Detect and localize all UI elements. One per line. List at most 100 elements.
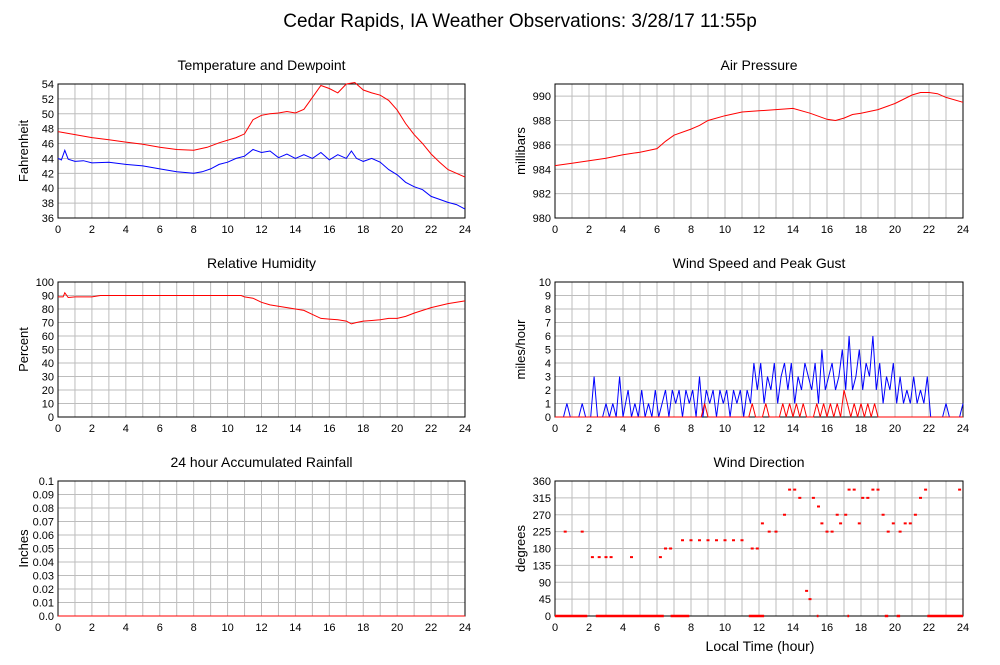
data-point bbox=[835, 513, 839, 516]
y-tick-label: 6 bbox=[545, 331, 551, 343]
plot-border bbox=[554, 83, 964, 219]
panel-title: Wind Direction bbox=[713, 454, 804, 470]
data-point bbox=[903, 522, 907, 525]
x-tick-label: 24 bbox=[957, 423, 969, 435]
x-tick-label: 6 bbox=[157, 423, 163, 435]
y-tick-label: 980 bbox=[533, 213, 551, 225]
panel-title: Relative Humidity bbox=[207, 255, 316, 271]
x-tick-label: 22 bbox=[923, 224, 935, 236]
x-tick-label: 4 bbox=[123, 622, 129, 634]
panel-title: 24 hour Accumulated Rainfall bbox=[170, 454, 352, 470]
x-tick-label: 12 bbox=[753, 423, 765, 435]
data-point bbox=[805, 589, 809, 592]
x-tick-label: 14 bbox=[787, 423, 799, 435]
x-tick-label: 8 bbox=[191, 622, 197, 634]
data-point bbox=[715, 539, 718, 542]
data-point bbox=[898, 530, 902, 533]
x-tick-label: 6 bbox=[157, 622, 163, 634]
x-tick-label: 20 bbox=[391, 423, 403, 435]
data-point bbox=[774, 530, 778, 533]
x-tick-label: 14 bbox=[289, 224, 301, 236]
x-tick-label: 0 bbox=[55, 423, 61, 435]
data-point bbox=[793, 488, 797, 491]
x-tick-label: 14 bbox=[289, 423, 301, 435]
x-tick-label: 20 bbox=[889, 622, 901, 634]
x-tick-label: 12 bbox=[753, 224, 765, 236]
x-tick-label: 24 bbox=[459, 224, 471, 236]
data-point bbox=[609, 556, 613, 559]
x-tick-label: 18 bbox=[357, 224, 369, 236]
data-point bbox=[808, 598, 812, 601]
x-tick-label: 0 bbox=[552, 423, 558, 435]
y-tick-label: 10 bbox=[42, 399, 54, 411]
x-tick-label: 4 bbox=[123, 423, 129, 435]
data-point bbox=[881, 513, 885, 516]
y-tick-label: 20 bbox=[42, 385, 54, 397]
data-point bbox=[681, 539, 684, 542]
data-point bbox=[750, 547, 754, 550]
x-tick-label: 14 bbox=[787, 622, 799, 634]
y-tick-label: 50 bbox=[42, 109, 54, 121]
x-tick-label: 0 bbox=[55, 622, 61, 634]
y-axis-label: Percent bbox=[16, 327, 31, 372]
x-tick-label: 10 bbox=[221, 224, 233, 236]
y-tick-label: 0.02 bbox=[33, 584, 54, 596]
x-tick-label: 2 bbox=[586, 224, 592, 236]
x-tick-label: 16 bbox=[821, 224, 833, 236]
y-tick-label: 40 bbox=[42, 358, 54, 370]
y-tick-label: 315 bbox=[533, 493, 551, 505]
data-point bbox=[847, 488, 851, 491]
x-tick-label: 22 bbox=[425, 423, 437, 435]
x-tick-label: 18 bbox=[855, 423, 867, 435]
x-tick-label: 12 bbox=[255, 622, 267, 634]
x-tick-label: 10 bbox=[719, 224, 731, 236]
x-tick-label: 16 bbox=[323, 224, 335, 236]
x-tick-label: 22 bbox=[923, 423, 935, 435]
x-tick-label: 8 bbox=[688, 622, 694, 634]
y-tick-label: 44 bbox=[42, 153, 54, 165]
y-tick-label: 0.03 bbox=[33, 571, 54, 583]
y-tick-label: 0.0 bbox=[39, 611, 54, 623]
y-axis-label: degrees bbox=[513, 525, 528, 572]
x-tick-label: 6 bbox=[157, 224, 163, 236]
data-point bbox=[861, 496, 865, 499]
data-point bbox=[811, 496, 815, 499]
x-tick-label: 10 bbox=[221, 622, 233, 634]
x-tick-label: 18 bbox=[855, 224, 867, 236]
data-point bbox=[844, 513, 848, 516]
x-tick-label: 16 bbox=[821, 622, 833, 634]
y-axis-label: millibars bbox=[513, 127, 528, 175]
data-point bbox=[590, 556, 594, 559]
y-tick-label: 80 bbox=[42, 304, 54, 316]
x-tick-label: 2 bbox=[586, 423, 592, 435]
data-point bbox=[839, 522, 843, 525]
x-tick-label: 12 bbox=[255, 423, 267, 435]
y-tick-label: 0 bbox=[545, 412, 551, 424]
y-tick-label: 0.08 bbox=[33, 503, 54, 515]
y-tick-label: 60 bbox=[42, 331, 54, 343]
y-axis-label: Fahrenheit bbox=[16, 120, 31, 183]
x-tick-label: 24 bbox=[957, 224, 969, 236]
x-tick-label: 6 bbox=[654, 423, 660, 435]
y-tick-label: 38 bbox=[42, 198, 54, 210]
y-tick-label: 270 bbox=[533, 510, 551, 522]
shared-xlabel: Local Time (hour) bbox=[706, 638, 815, 654]
y-tick-label: 2 bbox=[545, 385, 551, 397]
x-tick-label: 10 bbox=[719, 423, 731, 435]
x-tick-label: 12 bbox=[255, 224, 267, 236]
x-tick-label: 2 bbox=[89, 224, 95, 236]
y-tick-label: 225 bbox=[533, 527, 551, 539]
x-tick-label: 18 bbox=[855, 622, 867, 634]
y-tick-label: 135 bbox=[533, 560, 551, 572]
x-tick-label: 0 bbox=[55, 224, 61, 236]
y-tick-label: 48 bbox=[42, 124, 54, 136]
y-tick-label: 0.1 bbox=[39, 476, 54, 488]
y-tick-label: 0.09 bbox=[33, 490, 54, 502]
plot-border bbox=[57, 83, 466, 219]
panel-title: Temperature and Dewpoint bbox=[177, 57, 345, 73]
x-tick-label: 18 bbox=[357, 622, 369, 634]
y-tick-label: 36 bbox=[42, 213, 54, 225]
x-tick-label: 4 bbox=[123, 224, 129, 236]
